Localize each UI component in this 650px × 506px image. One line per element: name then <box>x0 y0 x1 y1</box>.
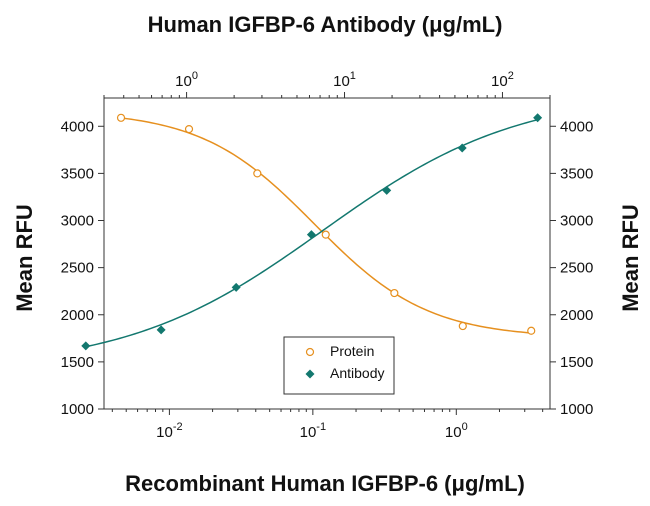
protein-point <box>390 288 399 298</box>
legend-label-protein: Protein <box>330 343 374 359</box>
protein-point <box>116 113 126 122</box>
ticks-layer: 1000 1000 1500 1500 2000 2000 2500 2500 3000 3000… <box>61 70 594 441</box>
y-tick-label-right: 2500 <box>560 260 593 277</box>
x-axis-label: Recombinant Human IGFBP-6 (μg/mL) <box>125 471 525 496</box>
y-tick-label-right: 3500 <box>560 165 593 182</box>
antibody-point <box>457 143 467 153</box>
y-tick-label-right: 1500 <box>560 354 593 371</box>
antibody-point <box>306 230 316 240</box>
protein-point <box>253 169 262 178</box>
y-tick-label-left: 2000 <box>61 307 94 324</box>
protein-point <box>527 326 536 335</box>
y-axis-label-left: Mean RFU <box>12 204 37 312</box>
y-tick-label-left: 3500 <box>61 165 94 182</box>
y-tick-label-right: 1000 <box>560 401 593 418</box>
protein-fit-line <box>120 117 532 334</box>
x-top-tick-label: 102 <box>491 70 514 90</box>
y-tick-label-left: 4000 <box>61 118 94 135</box>
y-tick-label-left: 3000 <box>61 213 94 230</box>
antibody-point <box>533 113 543 123</box>
y-axis-label-right: Mean RFU <box>618 204 643 312</box>
x-top-tick-label: 100 <box>175 70 198 90</box>
y-tick-label-left: 1500 <box>61 354 94 371</box>
protein-point <box>321 230 330 239</box>
legend-box <box>283 336 395 395</box>
legend-label-antibody: Antibody <box>330 365 384 381</box>
x-tick-label: 10-1 <box>300 421 326 441</box>
antibody-point <box>156 325 166 335</box>
y-tick-label-left: 1000 <box>61 401 94 418</box>
y-tick-label-right: 2000 <box>560 307 593 324</box>
data-points <box>81 113 543 351</box>
y-tick-label-right: 3000 <box>560 213 593 230</box>
antibody-point <box>81 341 91 351</box>
x-top-tick-label: 101 <box>333 70 356 90</box>
legend-marker-antibody <box>305 369 315 379</box>
antibody-point <box>231 282 241 292</box>
plot-area-frame <box>103 97 551 410</box>
protein-point <box>458 321 467 331</box>
y-tick-label-right: 4000 <box>560 118 593 135</box>
chart-title: Human IGFBP-6 Antibody (μg/mL) <box>148 12 503 37</box>
y-tick-label-left: 2500 <box>61 260 94 277</box>
x-tick-label: 10-2 <box>156 421 182 441</box>
x-tick-label: 100 <box>445 421 468 441</box>
legend-marker-protein <box>305 347 315 357</box>
antibody-point <box>382 185 392 195</box>
legend: Protein Antibody <box>283 336 395 395</box>
protein-point <box>184 125 194 134</box>
